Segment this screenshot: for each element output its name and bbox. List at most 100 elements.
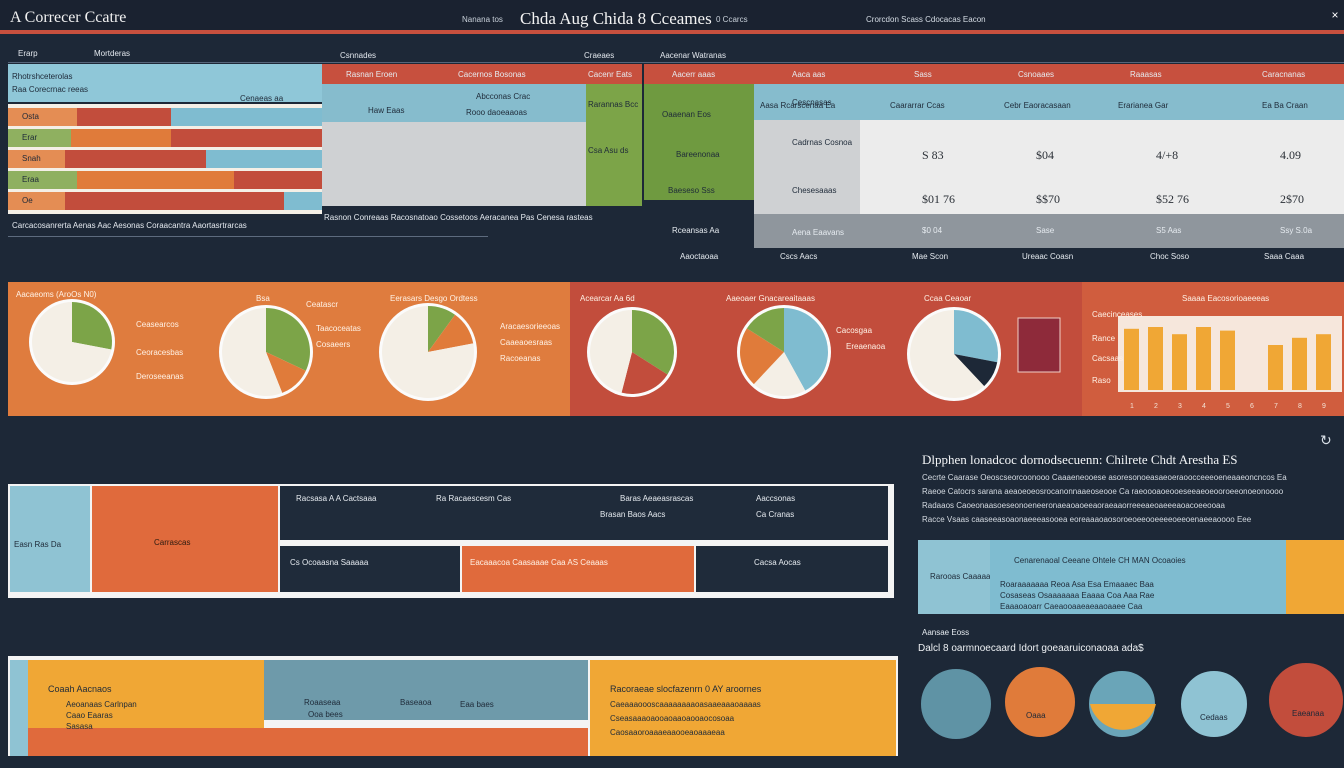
title-suffix: 0 Ccarcs <box>716 15 748 24</box>
dashboard-title: Chda Aug Chida 8 Cceames <box>520 9 712 28</box>
left-panel-header <box>8 64 322 102</box>
pie-slice <box>909 310 985 398</box>
bar-segment <box>70 129 172 147</box>
header-info: Crorcdon Scass Cdocacas Eacon <box>866 15 986 24</box>
bar-segment <box>8 108 78 126</box>
circle-label: Oaaa <box>1026 711 1046 720</box>
green-head-cell <box>644 64 754 84</box>
mid-band-text: Aaccsonas <box>756 494 796 503</box>
green-head-cell <box>586 64 642 84</box>
green-row: Bareenonaa <box>676 150 720 159</box>
bottom-band-red <box>28 728 588 756</box>
pie-label: Caecinceases <box>1092 310 1143 319</box>
mid-band-text: Cs Ocoaasna Saaaaa <box>290 558 369 567</box>
table-subheader: Erarianea Gar <box>1118 101 1169 110</box>
table-cell-value: Sase <box>1036 226 1055 235</box>
bar <box>1268 345 1283 390</box>
table-cell-value: S5 Aas <box>1156 226 1182 235</box>
close-icon[interactable]: × <box>1331 8 1339 22</box>
mid-band-text: Baras Aeaeasrascas <box>620 494 694 503</box>
mid-row-label: Abcconas Crac <box>476 92 531 101</box>
stacked-bar-row: Eraa <box>8 171 322 189</box>
pie-label: Ceoracesbas <box>136 348 184 357</box>
pie-slice <box>266 308 310 371</box>
bottom-title: Coaah Aacnaos <box>48 684 112 694</box>
table-cell-value: $04 <box>1036 148 1054 162</box>
bar-segment <box>8 192 65 210</box>
stacked-bar-row: Snah <box>8 150 322 168</box>
band-title: Ccaa Ceaoar <box>924 294 972 303</box>
green-head-2: Aacerr aaas <box>672 70 716 79</box>
circle-segment <box>1090 704 1156 730</box>
green-row: Csa Asu ds <box>588 146 629 155</box>
bar-segment <box>77 108 172 126</box>
pie-label: Aacaeoms (AroOs N0) <box>16 290 97 299</box>
pie-slice <box>382 306 474 398</box>
pie-label: Cacosgaa <box>836 326 873 335</box>
bar-tick-label: 9 <box>1322 403 1326 410</box>
bar-segment <box>284 192 322 210</box>
mid-band-left-label: Easn Ras Da <box>14 540 62 549</box>
mid-panel-body <box>322 122 586 206</box>
mid-band-cell <box>696 546 888 592</box>
pie-slice <box>746 308 784 352</box>
title-bar <box>0 0 1344 34</box>
side-box <box>990 540 1286 614</box>
table-subheader: Ea Ba Craan <box>1262 101 1308 110</box>
table-row-label: Cescnasas <box>792 98 832 107</box>
pie-label: Raso <box>1092 376 1111 385</box>
side-paragraph: Radaaos Caoeonaasoeseonoeneeronaeaoaoeea… <box>922 501 1225 510</box>
table-cell-value: $52 76 <box>1156 192 1189 206</box>
refresh-icon[interactable]: ↻ <box>1320 432 1332 448</box>
summary-strip <box>8 236 488 268</box>
table-label-column <box>754 120 860 214</box>
column-header: Aacenar Watranas <box>660 51 726 60</box>
side-box-gold <box>1286 540 1344 614</box>
table-footer: Choc Soso <box>1150 252 1190 261</box>
bar-label: Osta <box>22 112 39 121</box>
side-box-title: Cenarenaoal Ceeane Ohtele CH MAN Ocoaoie… <box>1014 556 1186 565</box>
table-header: Csnoaaes <box>1018 70 1055 79</box>
bar-label: Snah <box>22 154 41 163</box>
pie-label: Ceasearcos <box>136 320 179 329</box>
bottom-mid: Roaaseaa <box>304 698 341 707</box>
pie-label: Aracaesorieeoas <box>500 322 561 331</box>
bar-segment <box>64 192 285 210</box>
bottom-line: Sasasa <box>66 722 93 731</box>
bottom-right-line: Cseasaaaoaooaoaaoaooaocosoaa <box>610 714 735 723</box>
circle-label: Cedaas <box>1200 713 1228 722</box>
bar <box>1124 328 1139 390</box>
mid-band-orange-cell <box>92 486 278 592</box>
pie-slice <box>784 308 828 391</box>
pie-label: Ereaenaoa <box>846 342 886 351</box>
mid-row-label: Rooo daoeaaoas <box>466 108 527 117</box>
circles-heading: Dalcl 8 oarmnoecaard Idort goeaaruiconao… <box>918 643 1144 654</box>
pie-label: Racoeanas <box>500 354 541 363</box>
band-title: Saaaa Eacosorioaeeeas <box>1182 294 1270 303</box>
stacked-bar-row: Erar <box>8 129 322 147</box>
bottom-mid: Eaa baes <box>460 700 494 709</box>
table-row-label: Chesesaaas <box>792 186 837 195</box>
mid-band-dark-row <box>280 486 888 540</box>
small-heading: Aansae Eoss <box>922 628 970 637</box>
bottom-right-line: Caosaaoroaaaeaaooeaoaaaeaa <box>610 728 725 737</box>
table-cell-value: $0 04 <box>922 226 943 235</box>
bottom-band-teal <box>386 660 588 720</box>
table-cell-value: S 83 <box>922 148 944 162</box>
green-row: Rceansas Aa <box>672 226 720 235</box>
side-box-line: Cosaseas Osaaaaaaa Eaaaa Coa Aaa Rae <box>1000 591 1155 600</box>
table-header: Aaca aas <box>792 70 826 79</box>
table-footer: Aaoctaoaa <box>680 252 719 261</box>
table-footer: Cscs Aacs <box>780 252 818 261</box>
bottom-right-line: Caeaaaoooscaaaaaaaaoasaaeaaaoaaaas <box>610 700 761 709</box>
pie-slice <box>32 302 112 382</box>
bar-segment <box>8 171 78 189</box>
bar-segment <box>171 108 322 126</box>
column-header: Mortderas <box>94 49 131 58</box>
bar <box>1196 327 1211 390</box>
pie-label: Ceatascr <box>306 300 339 309</box>
divider <box>8 62 1344 63</box>
column-header: Craeaes <box>584 51 615 60</box>
table-cell-value: Ssy S.0a <box>1280 226 1313 235</box>
mid-band-cell <box>462 546 694 592</box>
